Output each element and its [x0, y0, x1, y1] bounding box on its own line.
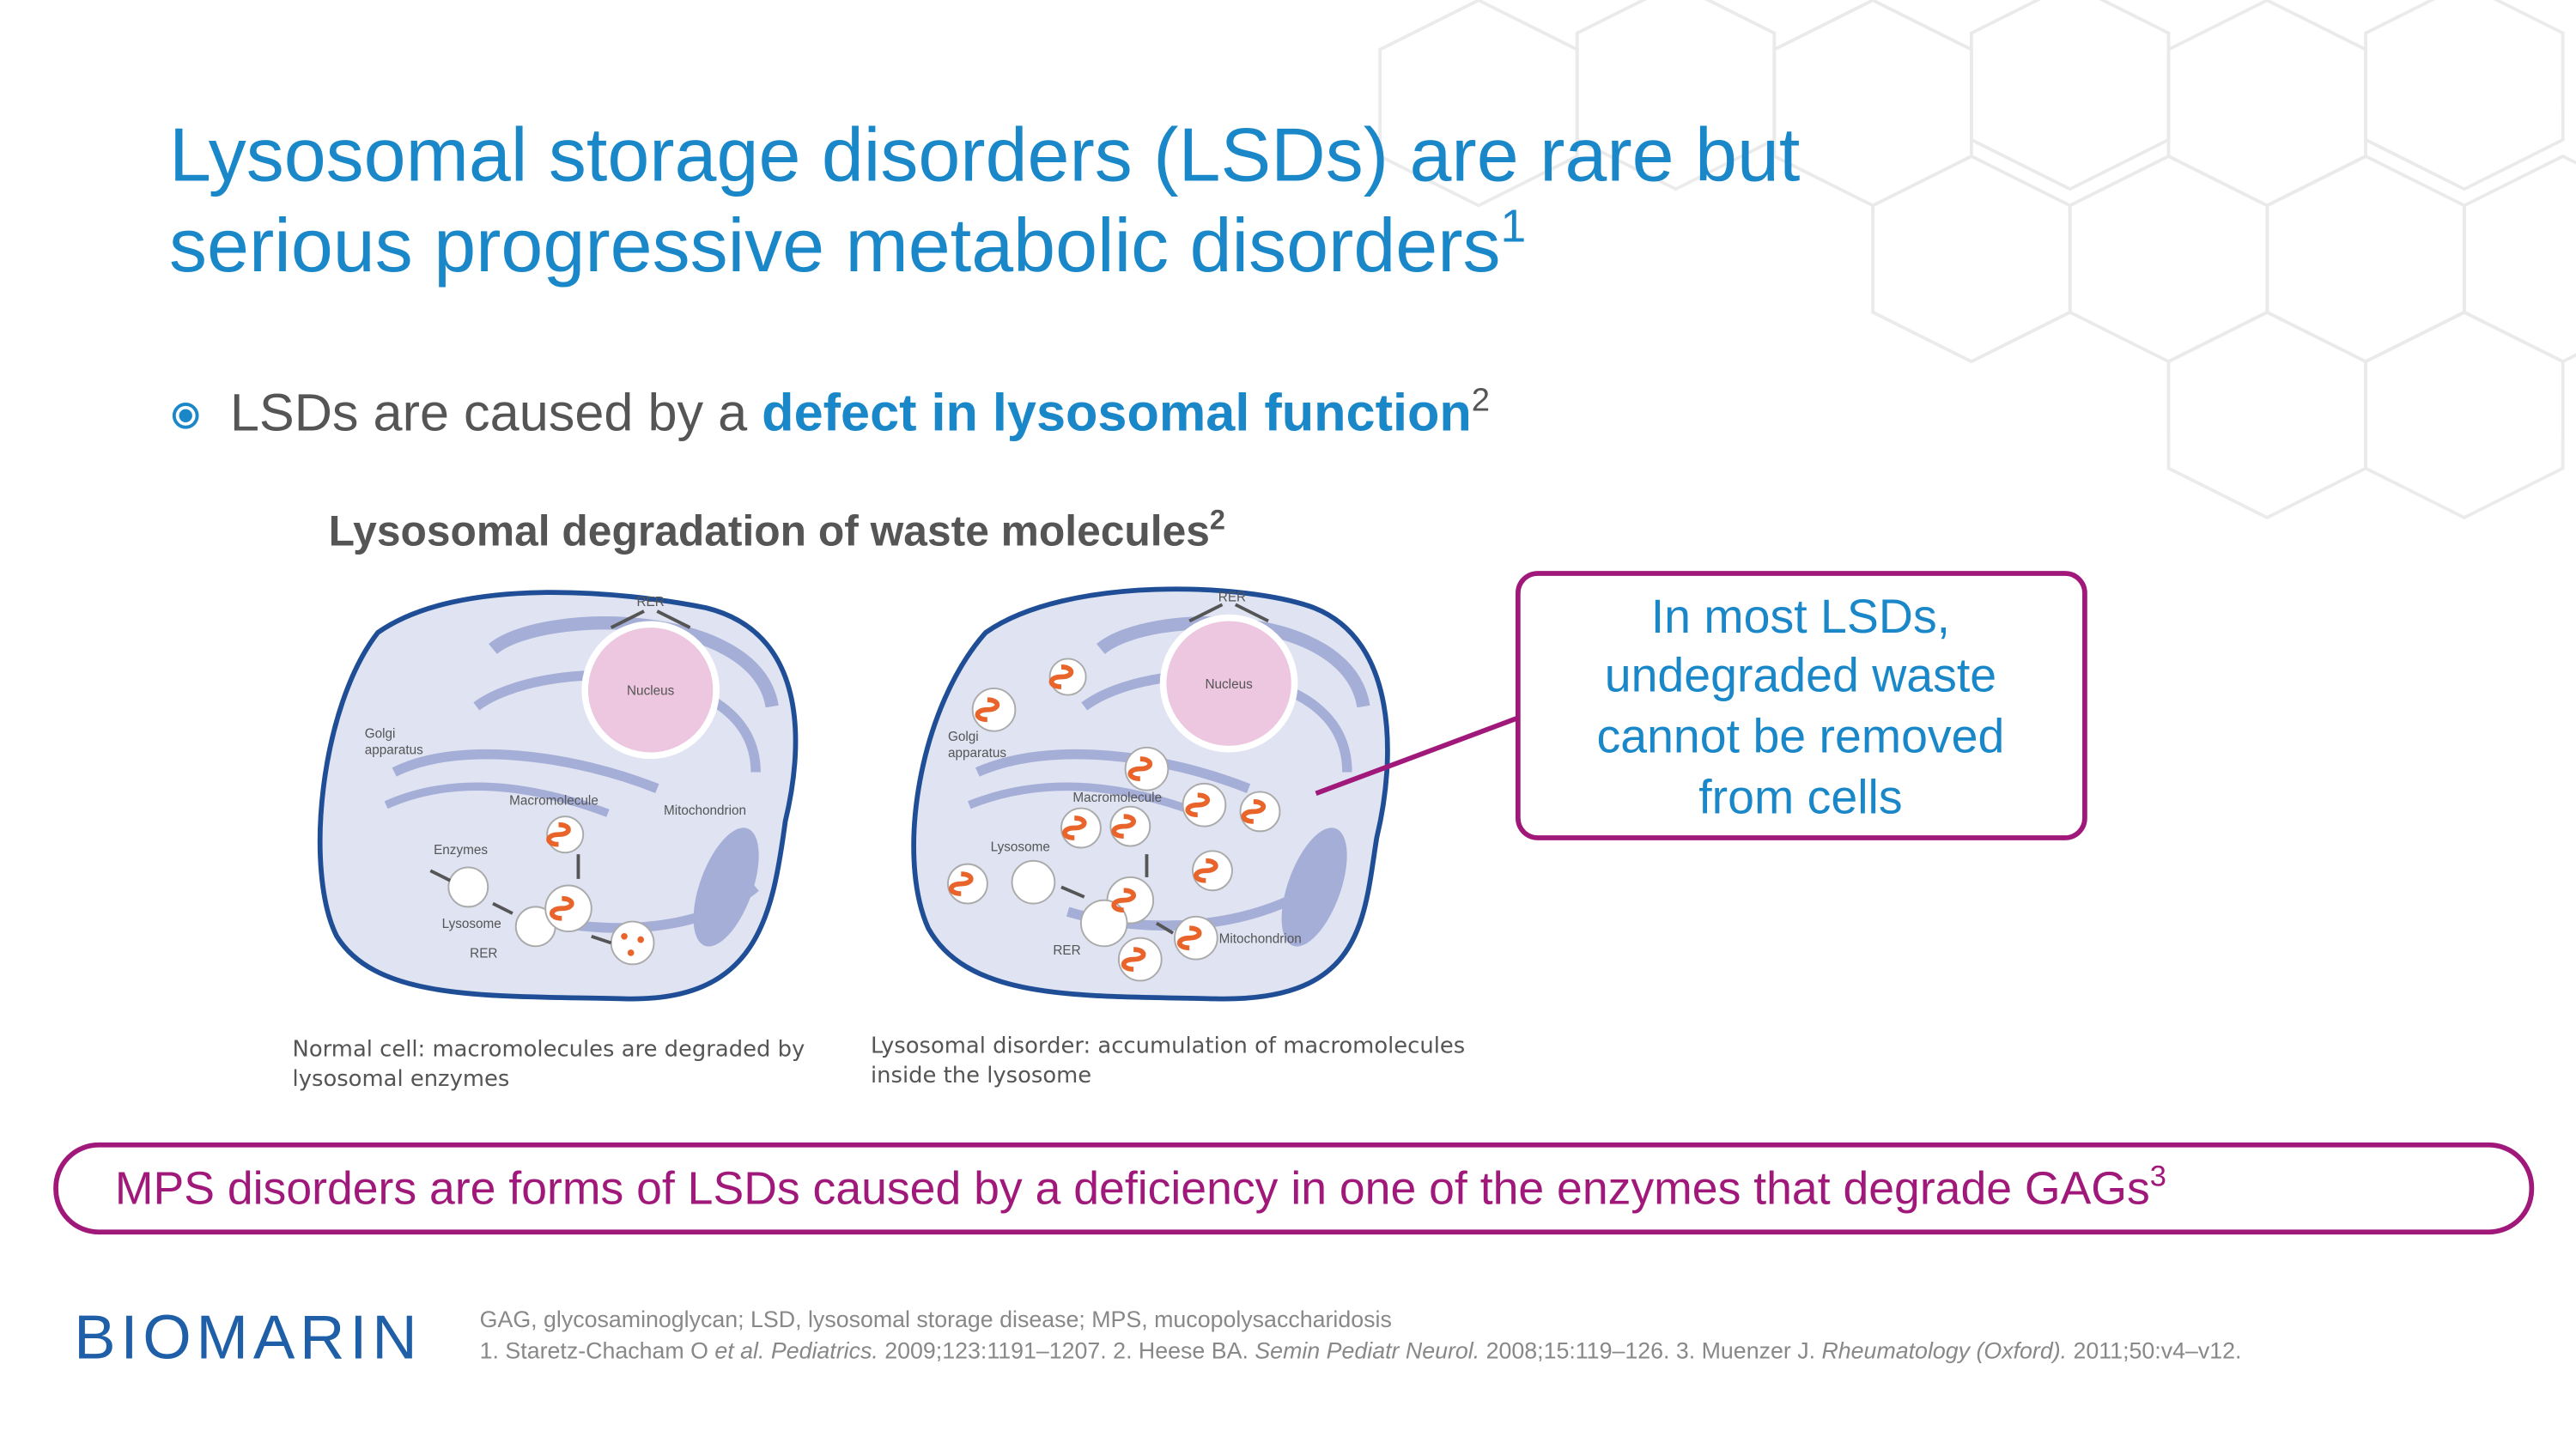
callout-text: from cells	[1698, 770, 1902, 823]
figure-title-text: Lysosomal degradation of waste molecules	[329, 506, 1210, 555]
banner-text: MPS disorders are forms of LSDs caused b…	[115, 1164, 2150, 1215]
figure-caption: inside the lysosome	[871, 1063, 1091, 1088]
references: 1. Staretz-Chacham O et al. Pediatrics. …	[480, 1338, 2242, 1364]
hex-background	[1378, 0, 2576, 520]
callout-box	[1515, 571, 2087, 840]
figure-caption: Normal cell: macromolecules are degraded…	[293, 1036, 805, 1062]
figure-caption: lysosomal enzymes	[293, 1066, 510, 1092]
cell-label: RER	[1218, 591, 1246, 605]
bullet-text: LSDs are caused by a	[230, 384, 762, 442]
title-text: Lysosomal storage disorders (LSDs) are r…	[169, 112, 1800, 197]
title-ref: 1	[1501, 201, 1527, 252]
banner-box	[53, 1142, 2535, 1235]
reference-segment: 1. Staretz-Chacham O	[480, 1338, 715, 1364]
cell-label: Golgi	[365, 726, 396, 741]
cell-label: RER	[637, 595, 665, 609]
cell-label: Golgi	[948, 730, 979, 744]
cell-label: Nucleus	[627, 684, 675, 699]
cell-label: Macromolecule	[509, 794, 598, 809]
cell-label: apparatus	[948, 746, 1006, 761]
callout-text: cannot be removed	[1597, 710, 2005, 763]
cell-label: Enzymes	[434, 843, 488, 858]
normal-cell: RER Nucleus Golgi apparatus Macromolecul…	[317, 590, 799, 1002]
disorder-cell: RER Nucleus Golgi apparatus Macromolecul…	[911, 586, 1390, 1002]
banner: MPS disorders are forms of LSDs caused b…	[115, 1161, 2166, 1215]
callout-text: In most LSDs,	[1651, 590, 1950, 643]
reference-segment: 2009;123:1191–1207. 2. Heese BA.	[878, 1338, 1255, 1364]
abbreviations: GAG, glycosaminoglycan; LSD, lysosomal s…	[480, 1307, 1392, 1332]
cell-label: RER	[1053, 943, 1080, 958]
bullet: LSDs are caused by a defect in lysosomal…	[230, 382, 1490, 442]
reference-segment: 2008;15:119–126. 3. Muenzer J.	[1479, 1338, 1821, 1364]
title-line: serious progressive metabolic disorders1	[169, 201, 1526, 287]
figure-ref: 2	[1210, 504, 1225, 535]
logo: BIOMARIN	[74, 1303, 422, 1373]
cell-label: Macromolecule	[1072, 791, 1162, 805]
cell-label: Lysosome	[991, 840, 1050, 854]
title-text: serious progressive metabolic disorders	[169, 203, 1500, 288]
bullet-icon	[179, 409, 192, 422]
reference-segment: Semin Pediatr Neurol.	[1255, 1338, 1479, 1364]
banner-ref: 3	[2150, 1161, 2166, 1193]
reference-segment: Rheumatology (Oxford).	[1821, 1338, 2067, 1364]
bullet-emphasis: defect in lysosomal function	[762, 384, 1472, 442]
cell-label: RER	[470, 947, 497, 961]
cell-label: apparatus	[365, 743, 423, 757]
bullet-icon	[172, 403, 199, 429]
figure-caption: Lysosomal disorder: accumulation of macr…	[871, 1034, 1465, 1059]
cell-label: Nucleus	[1205, 677, 1253, 692]
bullet-ref: 2	[1472, 382, 1490, 419]
callout-pointer	[1315, 715, 1519, 797]
reference-segment: 2011;50:v4–v12.	[2067, 1338, 2241, 1364]
title-line: Lysosomal storage disorders (LSDs) are r…	[169, 112, 1800, 197]
figure-title: Lysosomal degradation of waste molecules…	[329, 504, 1225, 555]
cell-label: Lysosome	[442, 917, 501, 931]
cell-label: Mitochondrion	[1219, 931, 1302, 946]
callout-text: undegraded waste	[1605, 649, 1996, 702]
cell-label: Mitochondrion	[664, 803, 746, 818]
reference-segment: et al. Pediatrics.	[714, 1338, 878, 1364]
